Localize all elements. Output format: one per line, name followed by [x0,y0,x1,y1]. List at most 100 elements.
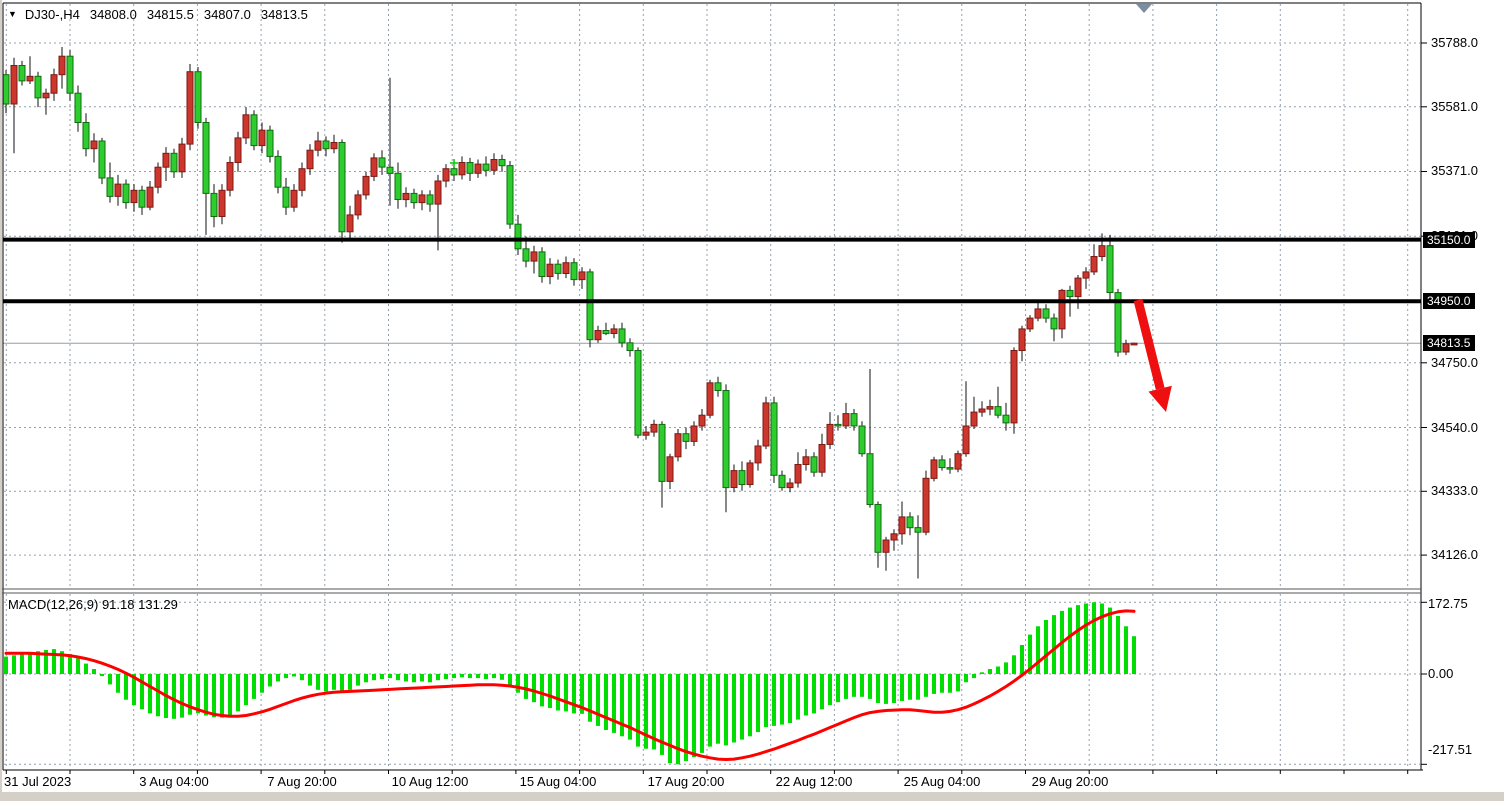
macd-bar [644,674,648,749]
candle-body [370,157,378,177]
macd-bar [212,674,216,718]
candle-body [386,166,394,174]
candle-body [954,453,962,470]
candle-body [938,459,946,469]
macd-bar [564,674,568,712]
candle-body [26,75,34,82]
candle-body [794,464,802,484]
macd-bar [236,674,240,712]
candle-body [434,180,442,205]
candle-body [410,192,418,204]
macd-bar [356,674,360,686]
macd-bar [316,674,320,690]
macd-bar [980,672,984,674]
candle-body [1010,350,1018,424]
macd-bar [1116,615,1120,674]
macd-bar [52,649,56,674]
macd-bar [204,674,208,716]
candle-body [1122,343,1130,353]
candle-body [1106,245,1114,293]
candle-body [378,157,386,168]
macd-bar [372,674,376,681]
candle-body [986,406,994,410]
candle-body [818,444,826,473]
macd-bar [1044,620,1048,674]
candle-body [274,155,282,188]
price-axis-label: 34540.0 [1431,420,1478,435]
candle-body [210,192,218,217]
candle-body [642,431,650,436]
candle-body [1090,256,1098,273]
macd-bar [860,674,864,697]
candle-body [578,271,586,281]
candle-body [394,172,402,201]
macd-bar [900,674,904,701]
macd-bar [68,654,72,674]
candle-body [554,263,562,274]
candle-body [666,456,674,482]
candle-body [890,533,898,541]
candle-body [866,453,874,506]
macd-bar [412,674,416,683]
cross-marker-icon [450,159,458,167]
candle-body [34,75,42,99]
macd-bar [340,674,344,693]
candle-body [490,159,498,171]
candle-body [42,92,50,99]
down-arrow-head [1148,385,1172,412]
macd-bar [140,674,144,710]
macd-bar [612,674,616,733]
candle-body [754,445,762,464]
macd-bar [124,674,128,700]
macd-bar [436,674,440,681]
candle-body [682,433,690,442]
macd-bar [1004,662,1008,674]
candle-body [802,456,810,465]
price-axis-label: 35371.0 [1431,163,1478,178]
candle-body [874,504,882,553]
candle-body [530,251,538,262]
candle-body [178,143,186,173]
macd-bar [532,674,536,703]
price-axis-label: 35788.0 [1431,35,1478,50]
macd-bar [452,674,456,679]
macd-bar [668,674,672,764]
candle-body [58,55,66,76]
time-axis-label: 15 Aug 04:00 [519,774,597,789]
macd-bar [276,674,280,682]
macd-bar [76,658,80,674]
macd-axis-label: 172.75 [1428,596,1468,611]
ohlc-low: 34807.0 [203,7,251,22]
time-axis-label: 31 Jul 2023 [4,774,72,789]
candle-body [2,74,10,105]
candle-body [970,411,978,427]
macd-bar [1076,605,1080,674]
candle-body [930,459,938,479]
macd-bar [556,674,560,711]
symbol-dropdown-icon[interactable]: ▼ [8,9,17,19]
candle-body [618,328,626,344]
macd-bar [964,674,968,683]
candle-body [1050,317,1058,330]
macd-bar [172,674,176,719]
macd-indicator-label: MACD(12,26,9) 91.18 131.29 [8,597,178,612]
candle-body [746,462,754,485]
macd-bar [716,674,720,744]
macd-bar [596,674,600,726]
macd-bar [308,674,312,686]
ohlc-close: 34813.5 [260,7,308,22]
candle-body [426,194,434,205]
candle-body [74,92,82,123]
macd-bar [892,674,896,703]
macd-bar [1036,626,1040,674]
candle-body [826,423,834,445]
candle-body [658,423,666,482]
macd-signal-line [4,609,1136,761]
macd-bar [876,674,880,703]
scroll-marker-icon[interactable] [1136,4,1152,13]
down-arrow-annotation[interactable] [1133,298,1165,390]
macd-bar [84,663,88,674]
candle-body [18,65,26,82]
